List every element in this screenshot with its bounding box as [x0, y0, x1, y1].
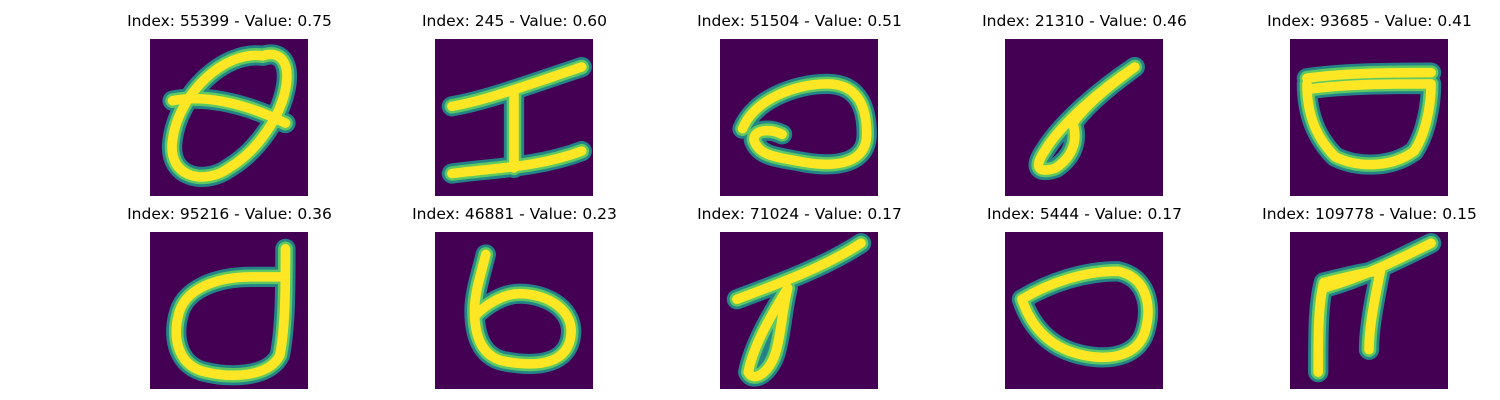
digit-image [720, 39, 878, 196]
grid-cell: Index: 21310 - Value: 0.46 [942, 4, 1227, 196]
digit-image [435, 232, 593, 389]
cell-title: Index: 21310 - Value: 0.46 [982, 12, 1187, 30]
grid-cell: Index: 46881 - Value: 0.23 [372, 197, 657, 389]
stroke-layer [171, 244, 291, 381]
cell-title: Index: 51504 - Value: 0.51 [697, 12, 902, 30]
grid-cell: Index: 55399 - Value: 0.75 [87, 4, 372, 196]
digit-image [435, 39, 593, 196]
grid-cell: Index: 5444 - Value: 0.17 [942, 197, 1227, 389]
grid-cell: Index: 109778 - Value: 0.15 [1227, 197, 1500, 389]
stroke-layer [1017, 266, 1153, 363]
stroke-layer [167, 49, 292, 182]
digit-image [720, 232, 878, 389]
cell-title: Index: 5444 - Value: 0.17 [987, 205, 1182, 223]
stroke-layer [737, 79, 872, 170]
grid-cell: Index: 95216 - Value: 0.36 [87, 197, 372, 389]
digit-image [1005, 232, 1163, 389]
digit-image [1290, 232, 1448, 389]
digit-image [150, 232, 308, 389]
stroke-layer [1033, 62, 1140, 175]
cell-title: Index: 55399 - Value: 0.75 [127, 12, 332, 30]
cell-title: Index: 71024 - Value: 0.17 [697, 205, 902, 223]
stroke-layer [447, 62, 587, 179]
grid-cell: Index: 245 - Value: 0.60 [372, 4, 657, 196]
digit-image [150, 39, 308, 196]
grid-cell: Index: 51504 - Value: 0.51 [657, 4, 942, 196]
stroke-layer [1302, 67, 1436, 170]
digit-image [1290, 39, 1448, 196]
stroke-layer [469, 249, 576, 369]
cell-title: Index: 46881 - Value: 0.23 [412, 205, 617, 223]
grid-cell: Index: 93685 - Value: 0.41 [1227, 4, 1500, 196]
cell-title: Index: 93685 - Value: 0.41 [1267, 12, 1472, 30]
stroke-layer [1313, 238, 1436, 377]
cell-title: Index: 245 - Value: 0.60 [421, 12, 608, 30]
grid-cell: Index: 71024 - Value: 0.17 [657, 197, 942, 389]
stroke-layer [166, 238, 296, 386]
stroke-layer [732, 238, 866, 382]
digit-image [1005, 39, 1163, 196]
cell-title: Index: 95216 - Value: 0.36 [127, 205, 332, 223]
cell-title: Index: 109778 - Value: 0.15 [1262, 205, 1477, 223]
